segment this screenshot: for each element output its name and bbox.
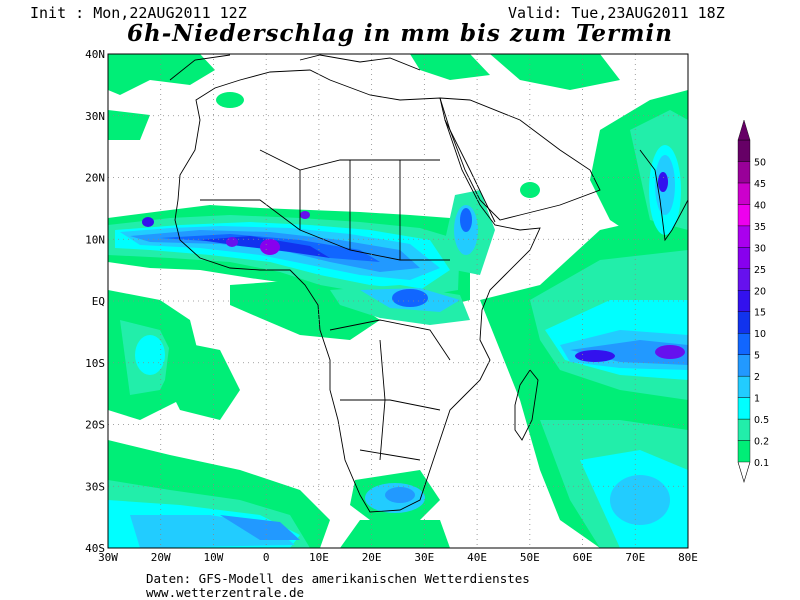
lat-tick-label: EQ bbox=[92, 295, 105, 308]
lon-tick-label: 80E bbox=[678, 551, 698, 564]
legend-swatch bbox=[737, 161, 751, 184]
legend-swatch bbox=[737, 440, 751, 463]
axis-tick-labels: 30W 20W 10W 0 10E 20E 30E 40E 50E 60E 70E 80E 40N 30N… bbox=[85, 48, 698, 564]
legend-level-label: 25 bbox=[754, 265, 766, 276]
legend-swatch bbox=[737, 290, 751, 312]
graticule bbox=[108, 54, 688, 548]
lat-tick-label: 10S bbox=[85, 357, 105, 370]
legend-swatch bbox=[737, 139, 751, 162]
legend-swatch bbox=[737, 225, 751, 248]
legend-level-label: 20 bbox=[754, 286, 766, 297]
legend-level-label: 40 bbox=[754, 200, 766, 211]
lon-tick-label: 60E bbox=[573, 551, 593, 564]
lat-tick-label: 30S bbox=[85, 480, 105, 493]
precipitation-field bbox=[108, 54, 688, 548]
lon-tick-label: 30W bbox=[98, 551, 118, 564]
legend-swatch bbox=[737, 354, 751, 377]
legend-level-label: 15 bbox=[754, 308, 766, 319]
legend-level-label: 0.5 bbox=[754, 415, 769, 426]
lat-tick-label: 40S bbox=[85, 542, 105, 555]
lon-tick-label: 30E bbox=[414, 551, 434, 564]
lon-tick-label: 10W bbox=[204, 551, 224, 564]
lon-tick-label: 50E bbox=[520, 551, 540, 564]
lon-tick-label: 20E bbox=[362, 551, 382, 564]
legend-swatch bbox=[737, 397, 751, 420]
legend-level-label: 35 bbox=[754, 222, 766, 233]
legend-bottom-arrow bbox=[737, 461, 751, 484]
lat-tick-label: 20S bbox=[85, 419, 105, 432]
init-time: Init : Mon,22AUG2011 12Z bbox=[30, 4, 247, 22]
lon-tick-label: 20W bbox=[151, 551, 171, 564]
map-title: 6h-Niederschlag in mm bis zum Termin bbox=[127, 20, 673, 47]
legend-swatch bbox=[737, 268, 751, 291]
legend-swatch bbox=[737, 418, 751, 441]
website: www.wetterzentrale.de bbox=[146, 585, 305, 600]
lat-tick-label: 10N bbox=[85, 233, 105, 246]
lat-tick-label: 30N bbox=[85, 110, 105, 123]
legend-level-label: 0.1 bbox=[754, 458, 769, 469]
legend-swatch bbox=[737, 247, 751, 269]
legend-level-label: 10 bbox=[754, 329, 766, 340]
legend-level-label: 45 bbox=[754, 179, 766, 190]
lon-tick-label: 40E bbox=[467, 551, 487, 564]
legend-swatch bbox=[737, 204, 751, 227]
legend-level-label: 2 bbox=[754, 372, 760, 383]
map-frame bbox=[107, 53, 689, 549]
coastlines bbox=[169, 54, 688, 513]
legend-swatch bbox=[737, 182, 751, 205]
legend-level-label: 50 bbox=[754, 157, 766, 168]
legend-level-label: 30 bbox=[754, 243, 766, 254]
lon-tick-label: 10E bbox=[309, 551, 329, 564]
legend-swatch bbox=[737, 375, 751, 398]
lon-tick-label: 70E bbox=[625, 551, 645, 564]
lon-tick-label: 0 bbox=[263, 551, 270, 564]
legend-top-arrow bbox=[737, 119, 751, 141]
lat-tick-label: 20N bbox=[85, 172, 105, 185]
legend-level-label: 0.2 bbox=[754, 437, 769, 448]
legend-level-label: 5 bbox=[754, 351, 760, 362]
valid-time: Valid: Tue,23AUG2011 18Z bbox=[508, 4, 725, 22]
data-source: Daten: GFS-Modell des amerikanischen Wet… bbox=[146, 571, 530, 586]
legend-swatch bbox=[737, 333, 751, 355]
legend-swatch bbox=[737, 311, 751, 334]
legend-level-label: 1 bbox=[754, 394, 760, 405]
lat-tick-label: 40N bbox=[85, 48, 105, 61]
